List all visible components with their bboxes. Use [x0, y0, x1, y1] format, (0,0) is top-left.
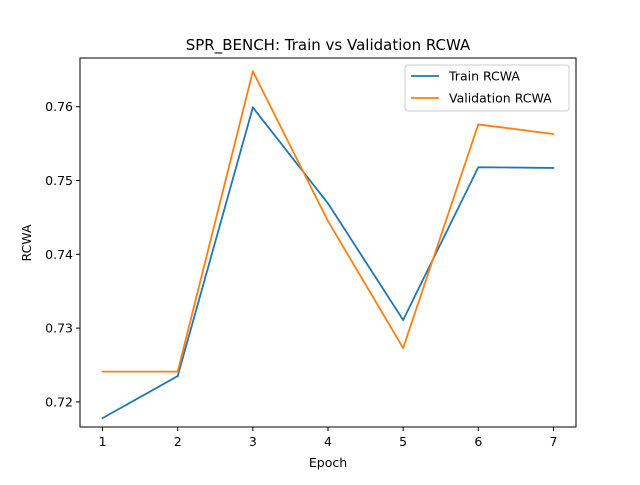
- data-point: [101, 370, 104, 373]
- x-tick-label: 7: [549, 434, 557, 449]
- data-point: [176, 370, 179, 373]
- data-point: [251, 70, 254, 73]
- legend-frame: [404, 64, 570, 112]
- x-tick-label: 1: [99, 434, 107, 449]
- y-tick-label: 0.72: [45, 394, 73, 409]
- y-axis-label: RCWA: [19, 224, 34, 261]
- x-axis: 1 2 3 4 5 6 7: [99, 427, 557, 449]
- y-tick-label: 0.76: [45, 99, 73, 114]
- y-tick-label: 0.73: [45, 321, 73, 336]
- x-tick-label: 3: [249, 434, 257, 449]
- data-point: [552, 167, 555, 169]
- plot-lines: [101, 70, 555, 420]
- data-point: [251, 106, 254, 109]
- x-axis-label: Epoch: [309, 455, 347, 470]
- x-tick-label: 2: [174, 434, 182, 449]
- y-axis: 0.72 0.73 0.74 0.75 0.76: [45, 99, 80, 409]
- data-point: [402, 347, 405, 349]
- x-tick-label: 5: [399, 434, 407, 449]
- data-point: [101, 417, 104, 420]
- data-point: [402, 319, 405, 321]
- legend: Train RCWA Validation RCWA: [404, 64, 570, 112]
- data-point: [552, 133, 555, 135]
- legend-label: Train RCWA: [448, 69, 520, 84]
- data-point: [176, 375, 179, 377]
- data-point: [477, 166, 480, 169]
- legend-label: Validation RCWA: [449, 91, 552, 106]
- x-tick-label: 6: [474, 434, 482, 449]
- data-point: [327, 202, 329, 205]
- y-tick-label: 0.74: [45, 247, 73, 262]
- y-tick-label: 0.75: [45, 173, 73, 188]
- x-tick-label: 4: [324, 434, 332, 449]
- data-point: [477, 123, 480, 126]
- chart-title: SPR_BENCH: Train vs Validation RCWA: [186, 36, 471, 55]
- data-point: [327, 220, 329, 222]
